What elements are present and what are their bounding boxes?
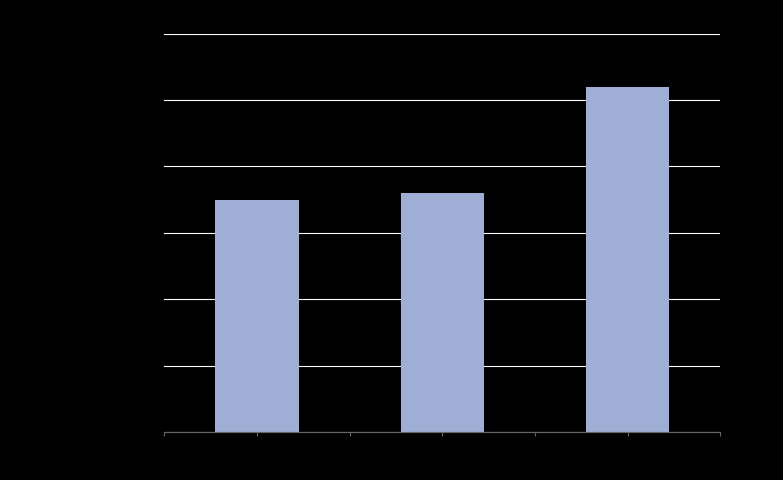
Bar	[586, 87, 669, 432]
Bar	[215, 200, 299, 432]
Bar	[401, 193, 484, 432]
